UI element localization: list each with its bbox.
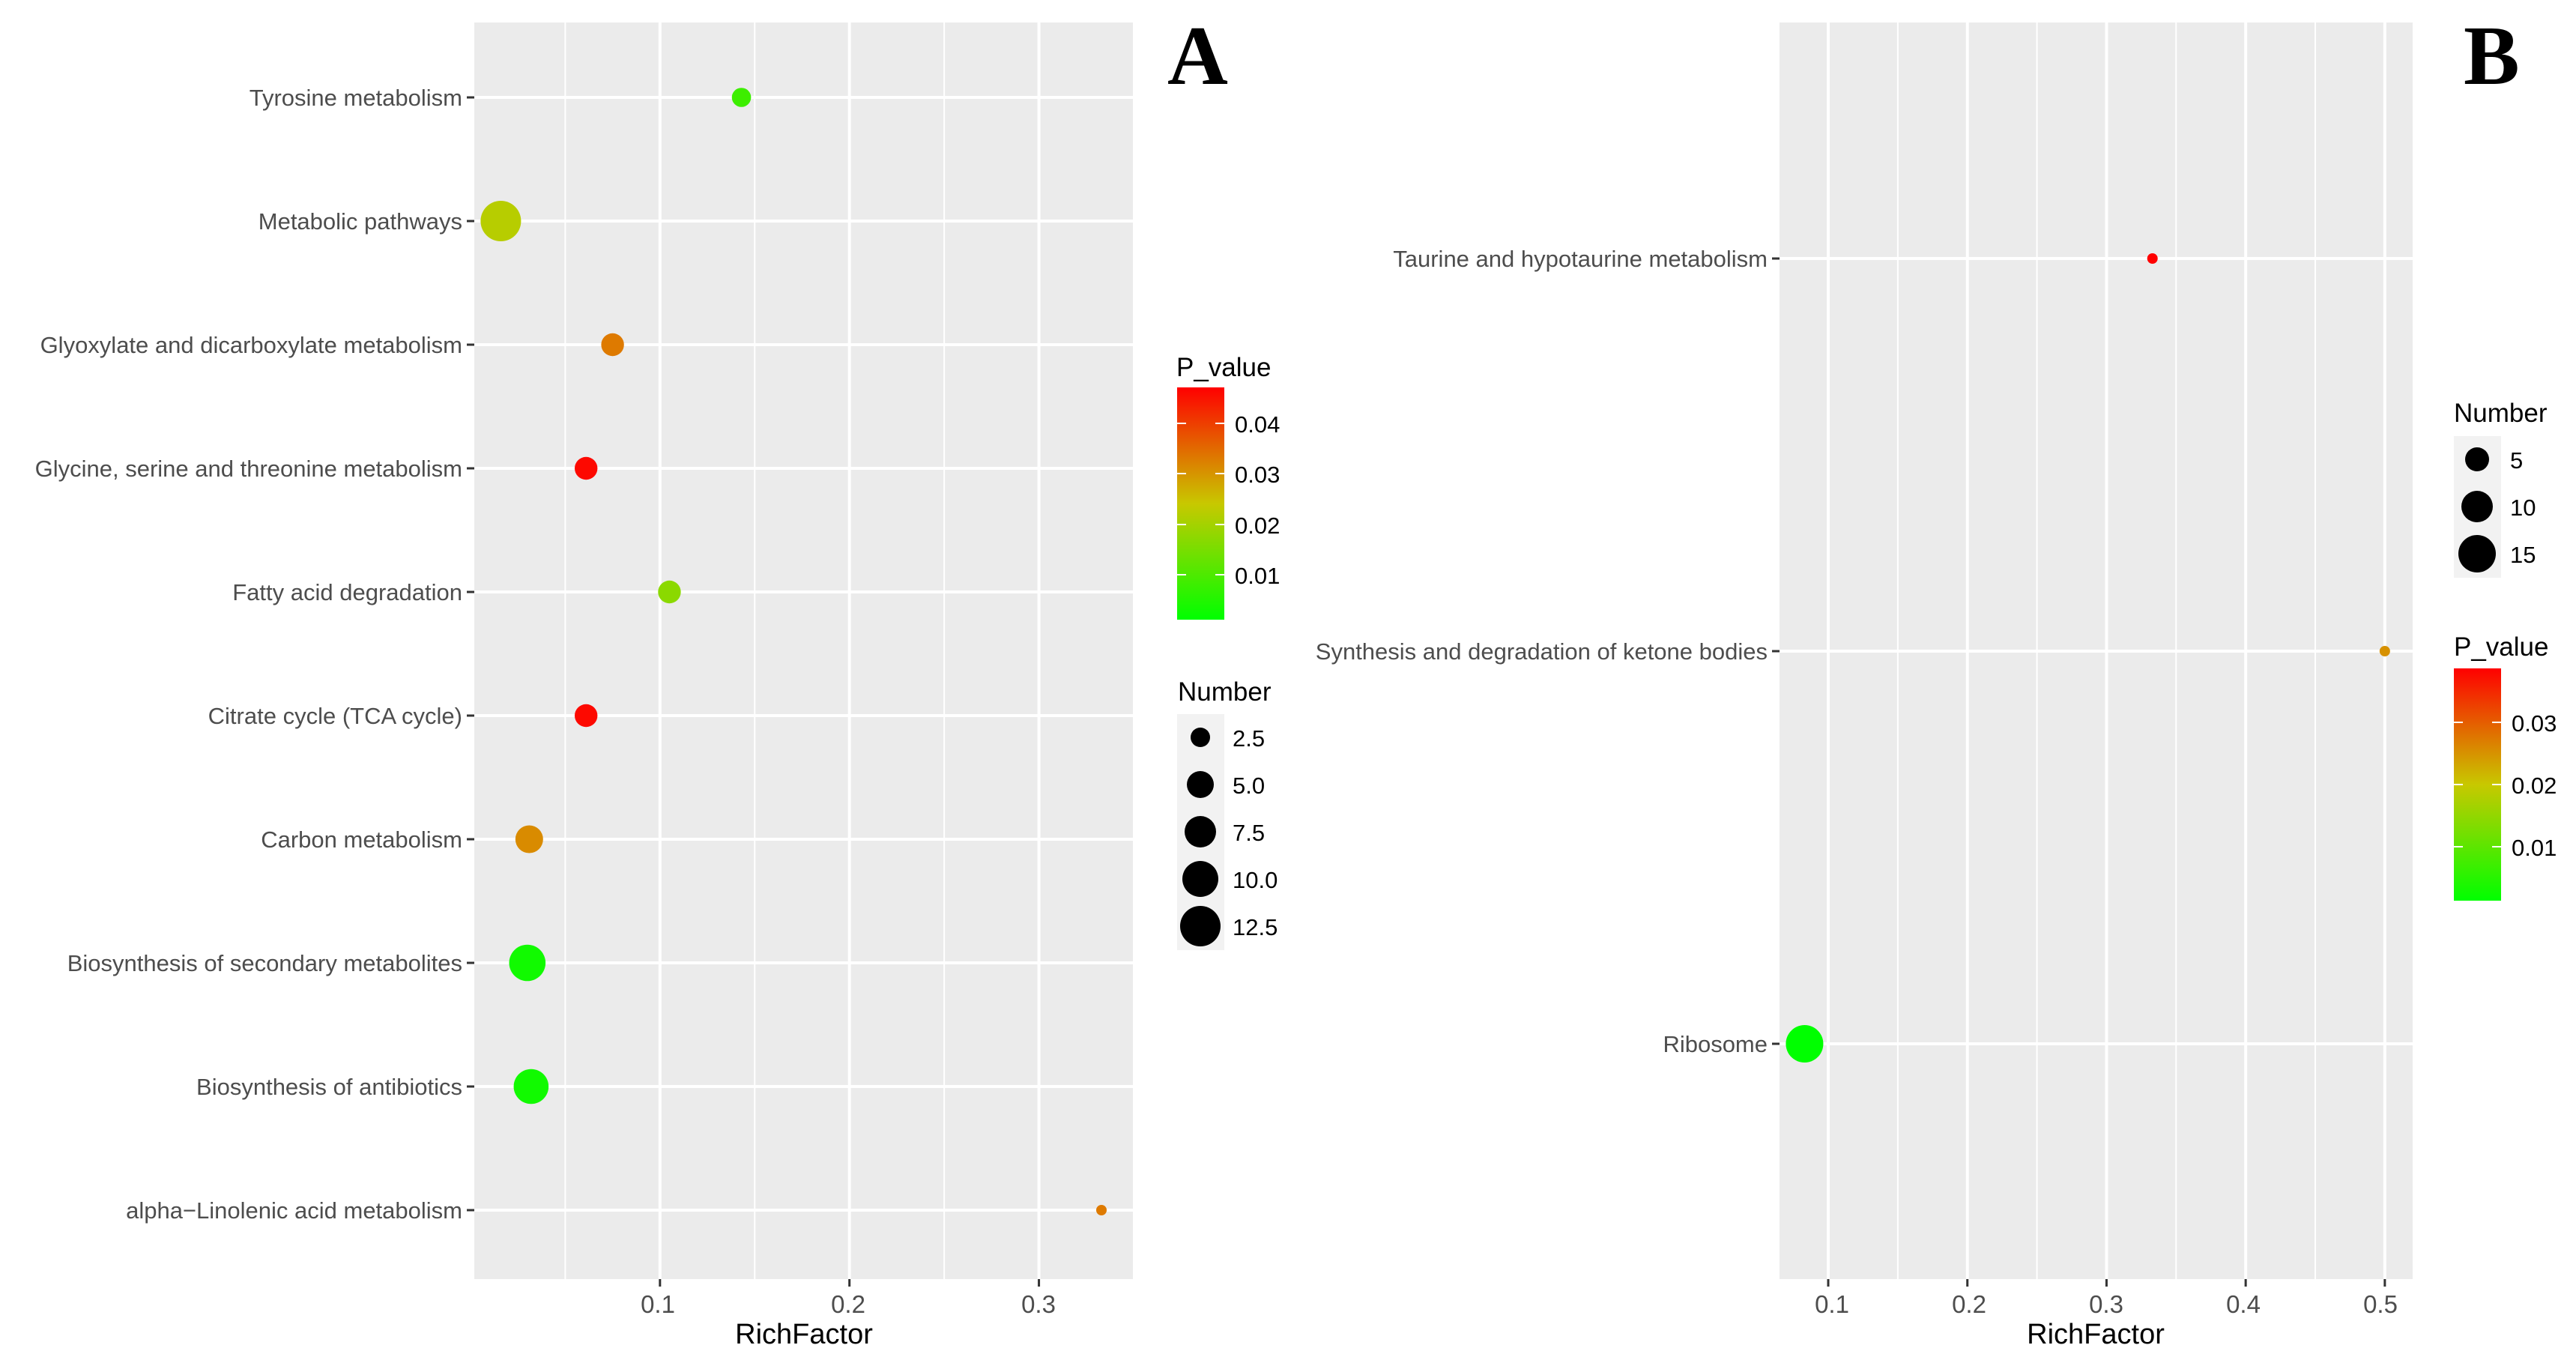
x-tick-label: 0.1 (641, 1290, 675, 1318)
y-tick-label: Synthesis and degradation of ketone bodi… (1316, 638, 1768, 665)
panel-a-x-axis-title: RichFactor (735, 1319, 873, 1350)
panel-a-pvalue-legend: P_value 0.04 0.03 0.02 0.01 (1176, 353, 1280, 620)
number-tick-label: 7.5 (1233, 820, 1265, 846)
y-tick-label: alpha−Linolenic acid metabolism (126, 1197, 462, 1224)
number-tick-label: 5.0 (1233, 773, 1265, 799)
data-point (513, 1069, 549, 1104)
data-point (509, 944, 546, 982)
panel-b-x-axis-title: RichFactor (2027, 1319, 2165, 1350)
panel-a-gridlines (474, 22, 1134, 1287)
number-legend-dot (1187, 771, 1214, 798)
data-point (480, 201, 521, 241)
number-legend-dot (1185, 816, 1216, 847)
number-legend-dot (2465, 447, 2489, 471)
data-point (2147, 253, 2158, 264)
panel-a: Tyrosine metabolism Metabolic pathways Gly… (35, 10, 1281, 1350)
data-point (574, 704, 598, 728)
y-tick-label: Metabolic pathways (258, 208, 462, 235)
data-point (731, 88, 752, 107)
number-tick-label: 15 (2510, 542, 2536, 568)
panel-a-letter: A (1167, 10, 1228, 103)
pvalue-tick-label: 0.02 (1235, 513, 1280, 539)
number-tick-label: 12.5 (1233, 914, 1278, 940)
y-tick-label: Biosynthesis of secondary metabolites (67, 950, 462, 976)
pvalue-legend-title: P_value (2454, 632, 2548, 662)
data-point (658, 580, 681, 604)
x-tick-label: 0.4 (2226, 1290, 2261, 1318)
x-tick-label: 0.5 (2363, 1290, 2398, 1318)
y-tick-label: Citrate cycle (TCA cycle) (208, 703, 462, 729)
x-tick-label: 0.3 (2089, 1290, 2123, 1318)
panel-a-background (474, 22, 1134, 1279)
panel-b-y-axis: Taurine and hypotaurine metabolism Synthe… (1316, 246, 1780, 1057)
data-point (574, 456, 598, 480)
number-legend-dot (2461, 491, 2493, 522)
pvalue-tick-label: 0.01 (1235, 563, 1280, 589)
panel-a-x-axis: 0.1 0.2 0.3 (641, 1290, 1056, 1318)
data-point (2379, 646, 2390, 656)
data-point (601, 333, 624, 357)
data-point (515, 825, 543, 853)
x-tick-label: 0.3 (1021, 1290, 1056, 1318)
panel-b: Taurine and hypotaurine metabolism Synthe… (1316, 10, 2557, 1350)
panel-b-pvalue-legend: P_value 0.03 0.02 0.01 (2454, 632, 2557, 901)
panel-b-number-legend: Number 5 10 15 (2454, 399, 2548, 578)
panel-a-y-axis: Tyrosine metabolism Metabolic pathways Gly… (35, 85, 474, 1224)
number-legend-dot (1182, 861, 1218, 897)
x-tick-label: 0.2 (831, 1290, 865, 1318)
number-legend-dot (1191, 728, 1210, 747)
y-tick-label: Carbon metabolism (261, 826, 462, 853)
number-tick-label: 10.0 (1233, 867, 1278, 893)
x-tick-label: 0.2 (1952, 1290, 1986, 1318)
y-tick-label: Fatty acid degradation (232, 579, 462, 605)
panel-a-points (480, 88, 1107, 1215)
number-legend-title: Number (2454, 399, 2548, 428)
number-tick-label: 10 (2510, 495, 2536, 521)
x-tick-label: 0.1 (1815, 1290, 1849, 1318)
pvalue-legend-title: P_value (1176, 353, 1271, 382)
y-tick-label: Ribosome (1663, 1031, 1768, 1057)
y-tick-label: Taurine and hypotaurine metabolism (1393, 246, 1768, 272)
pvalue-tick-label: 0.04 (1235, 411, 1280, 438)
panel-b-points (1786, 253, 2390, 1063)
y-tick-label: Biosynthesis of antibiotics (196, 1074, 462, 1100)
pvalue-tick-label: 0.03 (1235, 462, 1280, 488)
number-tick-label: 5 (2510, 447, 2523, 474)
number-tick-label: 2.5 (1233, 725, 1265, 752)
number-legend-title: Number (1178, 677, 1272, 707)
y-tick-label: Glyoxylate and dicarboxylate metabolism (40, 332, 462, 358)
panel-b-letter: B (2464, 10, 2520, 103)
pvalue-colorbar (1177, 387, 1224, 620)
y-tick-label: Tyrosine metabolism (250, 85, 462, 111)
number-legend-dot (2458, 535, 2496, 572)
panel-a-number-legend: Number 2.5 5.0 7.5 10.0 12.5 (1177, 677, 1278, 950)
pvalue-tick-label: 0.01 (2512, 835, 2557, 861)
data-point (1096, 1205, 1107, 1215)
pvalue-tick-label: 0.02 (2512, 773, 2557, 799)
number-legend-dot (1180, 906, 1221, 946)
panel-b-x-axis: 0.1 0.2 0.3 0.4 0.5 (1815, 1290, 2398, 1318)
data-point (1786, 1025, 1824, 1063)
y-tick-label: Glycine, serine and threonine metabolism (35, 456, 462, 482)
pvalue-tick-label: 0.03 (2512, 710, 2557, 737)
